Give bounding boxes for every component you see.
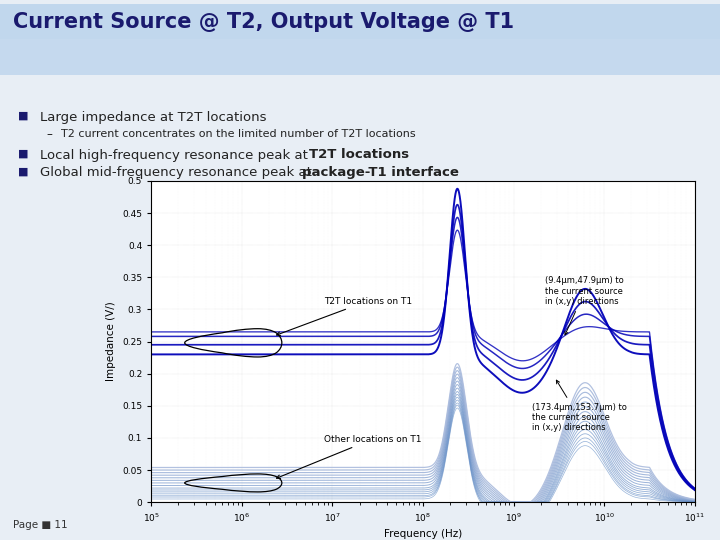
Text: Local high-frequency resonance peak at: Local high-frequency resonance peak at: [40, 148, 312, 161]
Text: T2T locations on T1: T2T locations on T1: [276, 296, 412, 335]
Text: ■: ■: [18, 148, 29, 159]
Text: Current Source @ T2, Output Voltage @ T1: Current Source @ T2, Output Voltage @ T1: [13, 12, 514, 32]
Text: (9.4μm,47.9μm) to
the current source
in (x,y) directions: (9.4μm,47.9μm) to the current source in …: [545, 276, 624, 335]
Bar: [0, 4, 720, 38]
Text: T2 current concentrates on the limited number of T2T locations: T2 current concentrates on the limited n…: [61, 129, 416, 139]
Text: package-T1 interface: package-T1 interface: [302, 166, 459, 179]
Text: Page ■ 11: Page ■ 11: [13, 520, 68, 530]
Bar: [0, 38, 720, 75]
Y-axis label: Impedance (V/): Impedance (V/): [107, 302, 117, 381]
X-axis label: Frequency (Hz): Frequency (Hz): [384, 529, 462, 539]
Text: T2T locations: T2T locations: [309, 148, 409, 161]
Text: Large impedance at T2T locations: Large impedance at T2T locations: [40, 111, 266, 124]
Text: –: –: [47, 129, 53, 141]
Text: ■: ■: [18, 166, 29, 177]
Text: ■: ■: [18, 111, 29, 121]
Text: Other locations on T1: Other locations on T1: [276, 435, 421, 478]
Text: Global mid-frequency resonance peak at: Global mid-frequency resonance peak at: [40, 166, 316, 179]
Text: (173.4μm,153.7μm) to
the current source
in (x,y) directions: (173.4μm,153.7μm) to the current source …: [531, 380, 626, 433]
